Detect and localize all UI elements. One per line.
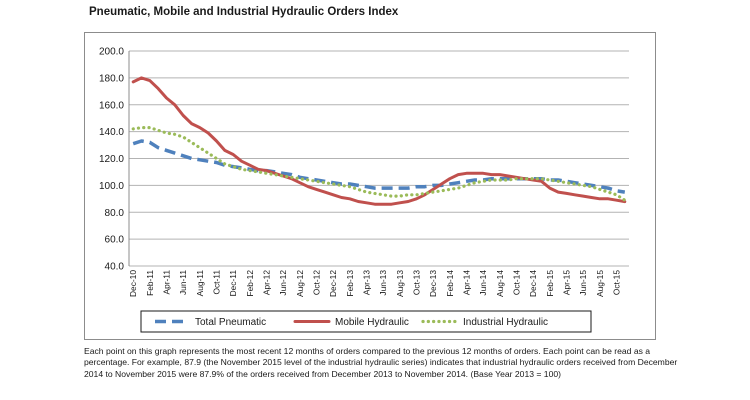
- legend-label: Industrial Hydraulic: [463, 317, 548, 328]
- x-tick-label: Jun-13: [378, 270, 388, 296]
- y-tick-label: 200.0: [99, 47, 124, 58]
- x-tick-label: Oct-12: [312, 270, 322, 295]
- x-tick-label: Apr-12: [262, 270, 272, 295]
- x-tick-label: Aug-15: [595, 270, 605, 297]
- series-line-industrial-hydraulic: [131, 126, 627, 202]
- x-tick-label: Dec-12: [328, 270, 338, 297]
- x-tick-label: Jun-14: [478, 270, 488, 296]
- y-tick-label: 40.0: [105, 262, 125, 273]
- y-tick-label: 160.0: [99, 100, 124, 111]
- x-tick-label: Dec-11: [228, 270, 238, 297]
- x-axis-ticks: Dec-10 Feb-11 Apr-11 Jun-11 Aug-11 Oct-11 Dec-…: [128, 270, 621, 297]
- y-tick-label: 180.0: [99, 73, 124, 84]
- x-tick-label: Feb-14: [445, 270, 455, 297]
- y-tick-label: 80.0: [105, 208, 125, 219]
- x-tick-label: Aug-13: [395, 270, 405, 297]
- x-tick-label: Oct-13: [412, 270, 422, 295]
- legend-label: Total Pneumatic: [195, 317, 266, 328]
- series-line-total-pneumatic: [132, 139, 626, 194]
- x-tick-label: Jun-11: [178, 270, 188, 295]
- x-tick-label: Oct-15: [612, 270, 622, 295]
- y-tick-label: 140.0: [99, 127, 124, 138]
- x-tick-label: Dec-14: [528, 270, 538, 297]
- x-tick-label: Apr-15: [562, 270, 572, 295]
- legend: Total Pneumatic Mobile Hydraulic Industria…: [140, 310, 592, 333]
- x-tick-label: Oct-11: [212, 270, 222, 295]
- x-tick-label: Aug-14: [495, 270, 505, 297]
- y-axis-ticks: 40.0 60.0 80.0 100.0 120.0 140.0 160.0 180.0 200…: [99, 47, 124, 273]
- x-tick-label: Oct-14: [512, 270, 522, 295]
- chart-frame: 40.0 60.0 80.0 100.0 120.0 140.0 160.0 180.0 200…: [84, 32, 656, 340]
- x-tick-label: Dec-10: [128, 270, 138, 297]
- gridlines: [128, 50, 629, 267]
- series-line-mobile-hydraulic: [131, 76, 627, 206]
- x-tick-label: Feb-12: [245, 270, 255, 297]
- x-tick-label: Apr-11: [162, 270, 172, 295]
- x-tick-label: Feb-15: [545, 270, 555, 297]
- y-tick-label: 100.0: [99, 181, 124, 192]
- y-tick-label: 60.0: [105, 235, 125, 246]
- x-tick-label: Jun-15: [578, 270, 588, 296]
- x-tick-label: Aug-12: [295, 270, 305, 297]
- x-tick-label: Apr-14: [462, 270, 472, 295]
- x-tick-label: Apr-13: [362, 270, 372, 295]
- x-tick-label: Aug-11: [195, 270, 205, 297]
- series-lines: [131, 76, 627, 206]
- x-tick-label: Jun-12: [278, 270, 288, 296]
- chart-footnote: Each point on this graph represents the …: [84, 346, 678, 379]
- x-tick-label: Feb-13: [345, 270, 355, 297]
- x-tick-label: Dec-13: [428, 270, 438, 297]
- legend-label: Mobile Hydraulic: [335, 317, 409, 328]
- x-tick-label: Feb-11: [145, 270, 155, 296]
- y-tick-label: 120.0: [99, 154, 124, 165]
- legend-box: [140, 310, 592, 333]
- chart-title: Pneumatic, Mobile and Industrial Hydraul…: [89, 6, 399, 18]
- line-chart: 40.0 60.0 80.0 100.0 120.0 140.0 160.0 180.0 200…: [99, 47, 629, 333]
